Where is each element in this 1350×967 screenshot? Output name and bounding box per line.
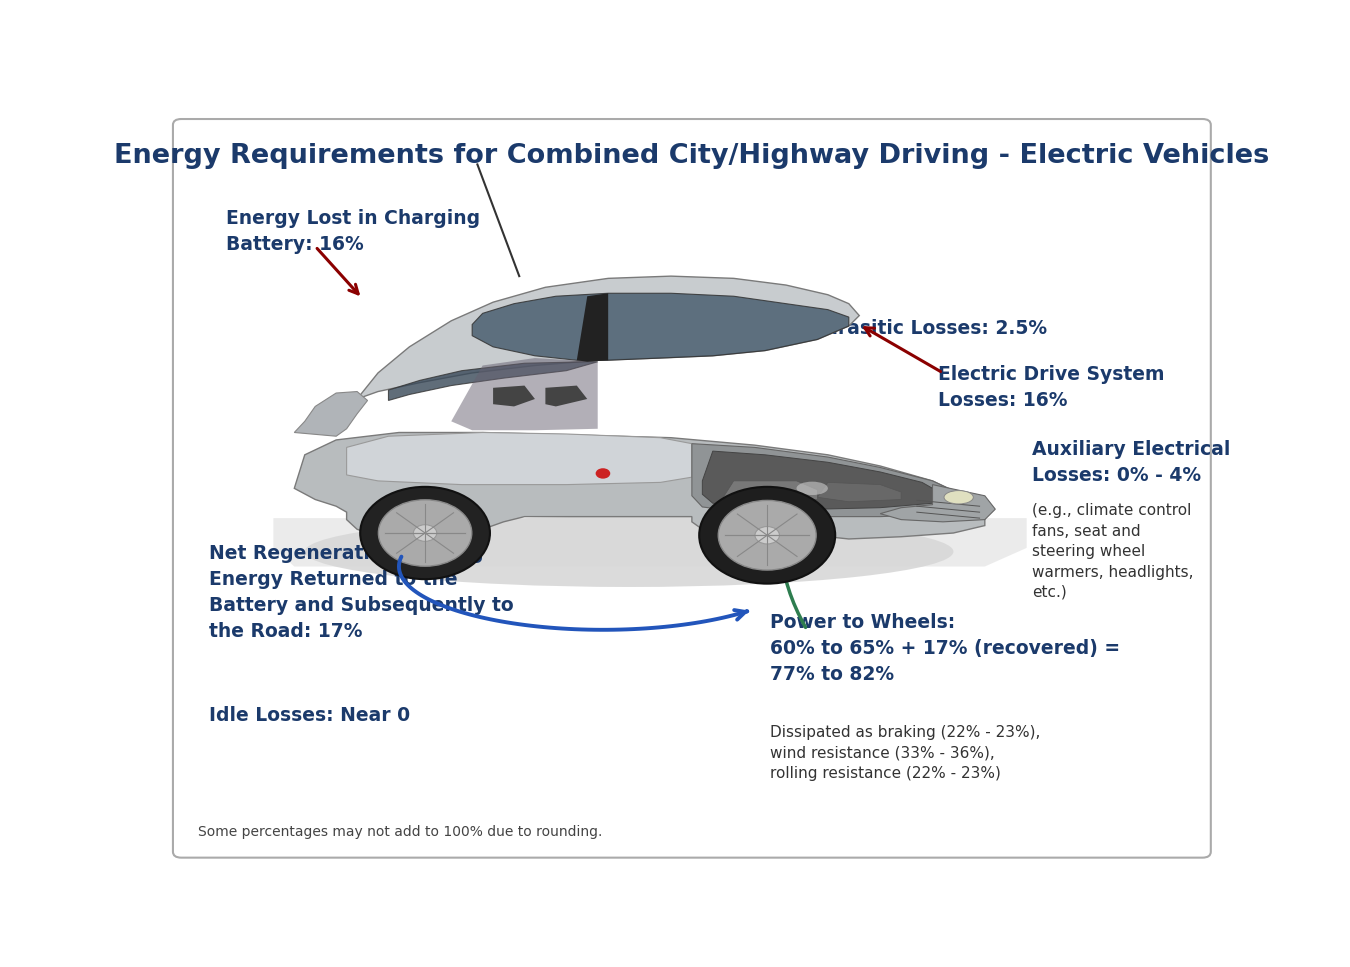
Polygon shape <box>702 451 942 510</box>
Circle shape <box>718 500 817 571</box>
Polygon shape <box>273 518 1026 567</box>
Polygon shape <box>451 358 598 430</box>
FancyBboxPatch shape <box>173 119 1211 858</box>
Polygon shape <box>493 386 535 406</box>
Ellipse shape <box>796 482 828 495</box>
Circle shape <box>378 500 471 567</box>
Text: Some percentages may not add to 100% due to rounding.: Some percentages may not add to 100% due… <box>198 826 602 839</box>
Polygon shape <box>724 481 817 502</box>
Polygon shape <box>880 484 995 522</box>
Text: Parasitic Losses: 2.5%: Parasitic Losses: 2.5% <box>813 319 1048 337</box>
Text: Net Regenerative Braking
Energy Returned to the
Battery and Subsequently to
the : Net Regenerative Braking Energy Returned… <box>208 544 513 641</box>
Circle shape <box>755 527 779 544</box>
Circle shape <box>413 525 437 542</box>
Circle shape <box>595 468 610 479</box>
Polygon shape <box>294 392 367 436</box>
Polygon shape <box>472 293 849 361</box>
Ellipse shape <box>944 490 973 504</box>
Text: Dissipated as braking (22% - 23%),
wind resistance (33% - 36%),
rolling resistan: Dissipated as braking (22% - 23%), wind … <box>771 724 1041 780</box>
Polygon shape <box>389 362 598 400</box>
Text: Power to Wheels:
60% to 65% + 17% (recovered) =
77% to 82%: Power to Wheels: 60% to 65% + 17% (recov… <box>771 613 1120 684</box>
Circle shape <box>360 486 490 579</box>
Text: (e.g., climate control
fans, seat and
steering wheel
warmers, headlights,
etc.): (e.g., climate control fans, seat and st… <box>1031 504 1193 600</box>
Polygon shape <box>576 293 608 362</box>
Circle shape <box>699 486 836 584</box>
Polygon shape <box>356 277 859 399</box>
Polygon shape <box>294 432 986 542</box>
Text: Idle Losses: Near 0: Idle Losses: Near 0 <box>208 706 409 725</box>
Polygon shape <box>545 386 587 406</box>
Text: Auxiliary Electrical
Losses: 0% - 4%: Auxiliary Electrical Losses: 0% - 4% <box>1031 440 1230 484</box>
Text: Energy Requirements for Combined City/Highway Driving - Electric Vehicles: Energy Requirements for Combined City/Hi… <box>115 142 1269 168</box>
Text: Energy Lost in Charging
Battery: 16%: Energy Lost in Charging Battery: 16% <box>227 209 481 253</box>
Polygon shape <box>817 483 902 502</box>
Ellipse shape <box>305 516 953 587</box>
Polygon shape <box>347 432 691 484</box>
Polygon shape <box>691 444 964 516</box>
Text: Electric Drive System
Losses: 16%: Electric Drive System Losses: 16% <box>938 366 1164 410</box>
